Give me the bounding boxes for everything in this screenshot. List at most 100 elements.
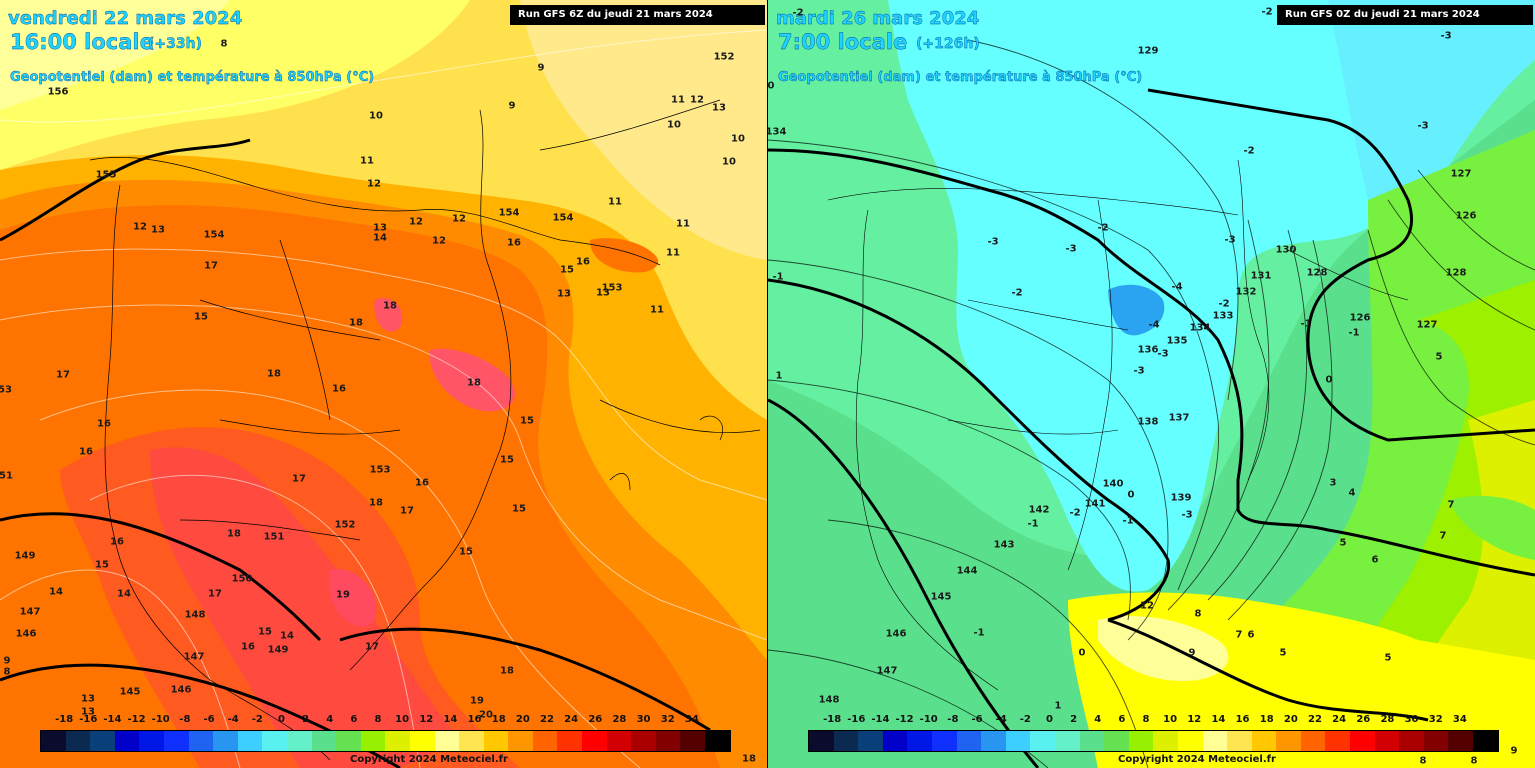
map-value-label: 14	[49, 586, 63, 598]
map-value-label: 15	[512, 503, 526, 515]
map-value-label: 148	[184, 609, 206, 621]
legend-tick-label: -18	[823, 714, 842, 725]
legend-tick-label: -2	[251, 714, 263, 725]
map-value-label: 53	[0, 384, 12, 396]
map-value-label: 18	[349, 317, 363, 329]
map-value-label: -1	[1027, 518, 1039, 530]
map-value-label: 18	[742, 753, 756, 765]
map-value-label: -3	[987, 236, 999, 248]
map-value-label: 140	[1102, 478, 1124, 490]
map-value-label: -1	[1300, 318, 1312, 330]
map-value-label: 146	[170, 684, 192, 696]
legend-tick-label: 0	[1045, 714, 1053, 725]
map-value-label: 139	[1170, 492, 1192, 504]
legend-swatch	[1448, 731, 1474, 751]
legend-tick-label: 22	[540, 714, 554, 725]
legend-tick-label: -2	[1019, 714, 1031, 725]
legend-swatch	[1030, 731, 1055, 751]
legend-tick-label: 4	[1094, 714, 1102, 725]
legend-tick-label: 2	[1070, 714, 1078, 725]
map-value-label: 17	[365, 641, 379, 653]
legend-swatch	[680, 731, 706, 751]
map-value-label: -1	[1348, 327, 1360, 339]
legend-swatch	[858, 731, 883, 751]
forecast-time: 7:00 locale	[778, 30, 908, 54]
forecast-time: 16:00 locale	[10, 30, 154, 54]
color-legend-left	[40, 730, 731, 752]
legend-swatch	[1350, 731, 1375, 751]
map-value-label: 16	[576, 256, 590, 268]
legend-tick-label: -8	[179, 714, 191, 725]
legend-tick-label: -6	[203, 714, 215, 725]
map-value-label: 12	[432, 235, 446, 247]
copyright: Copyright 2024 Meteociel.fr	[1118, 754, 1276, 765]
map-value-label: 0	[1325, 374, 1333, 386]
map-value-label: 16	[415, 477, 429, 489]
map-value-label: 3	[1329, 477, 1337, 489]
legend-tick-label: 2	[302, 714, 310, 725]
legend-swatch	[336, 731, 361, 751]
map-value-label: 154	[552, 212, 574, 224]
legend-tick-label: 16	[467, 714, 482, 725]
map-value-label: -2	[1243, 145, 1255, 157]
legend-tick-label: 28	[1380, 714, 1395, 725]
legend-swatch	[139, 731, 164, 751]
legend-swatch	[385, 731, 410, 751]
map-value-label: 17	[292, 473, 306, 485]
map-value-label: -3	[1065, 243, 1077, 255]
map-value-label: 9	[537, 62, 545, 74]
map-value-label: 15	[500, 454, 514, 466]
map-value-label: 134	[1189, 322, 1211, 334]
map-panel-right: mardi 26 mars 2024 7:00 locale (+126h) G…	[768, 0, 1535, 768]
map-value-label: 5	[1435, 351, 1443, 363]
map-value-label: 145	[930, 591, 952, 603]
legend-tick-label: 28	[612, 714, 627, 725]
map-value-label: 19	[336, 589, 350, 601]
legend-tick-label: -8	[947, 714, 959, 725]
map-value-label: 15	[459, 546, 473, 558]
map-value-label: -1	[772, 271, 784, 283]
map-value-label: 6	[1247, 629, 1255, 641]
map-value-label: 11	[360, 155, 374, 167]
legend-tick-label: 8	[1142, 714, 1150, 725]
legend-tick-label: 18	[491, 714, 506, 725]
map-value-label: 13	[712, 102, 726, 114]
map-value-label: 126	[1349, 312, 1371, 324]
map-value-label: -2	[1261, 6, 1273, 18]
map-value-label: 16	[110, 536, 124, 548]
map-value-label: 0	[768, 80, 775, 92]
legend-swatch	[1423, 731, 1449, 751]
map-value-label: 12	[1140, 600, 1154, 612]
legend-tick-label: -12	[127, 714, 146, 725]
map-value-label: 17	[400, 505, 414, 517]
map-value-label: 152	[713, 51, 735, 63]
map-value-label: 143	[993, 539, 1015, 551]
map-value-label: 134	[768, 126, 787, 138]
map-value-label: 15	[560, 264, 574, 276]
map-value-label: 8	[220, 38, 228, 50]
map-value-label: 11	[671, 94, 685, 106]
map-value-label: 8	[3, 666, 11, 678]
legend-swatch	[459, 731, 484, 751]
map-value-label: 10	[369, 110, 383, 122]
map-value-label: 15	[95, 559, 109, 571]
map-value-label: 7	[1447, 499, 1455, 511]
map-value-label: 146	[15, 628, 37, 640]
map-value-label: 144	[956, 565, 978, 577]
map-value-label: 141	[1084, 498, 1106, 510]
map-value-label: 16	[507, 237, 521, 249]
map-value-label: 10	[722, 156, 736, 168]
map-subtitle: Geopotentiel (dam) et température à 850h…	[778, 70, 1143, 85]
legend-tick-label: -10	[919, 714, 938, 725]
legend-swatch	[65, 731, 91, 751]
map-value-label: 128	[1306, 267, 1328, 279]
legend-swatch	[1251, 731, 1277, 751]
map-value-label: 146	[885, 628, 907, 640]
map-value-label: 18	[467, 377, 481, 389]
map-panel-left: vendredi 22 mars 2024 16:00 locale (+33h…	[0, 0, 767, 768]
legend-tick-label: 14	[443, 714, 458, 725]
map-value-label: 142	[1028, 504, 1050, 516]
legend-tick-label: 24	[1332, 714, 1347, 725]
map-value-label: 154	[203, 229, 225, 241]
map-value-label: -3	[1440, 30, 1452, 42]
